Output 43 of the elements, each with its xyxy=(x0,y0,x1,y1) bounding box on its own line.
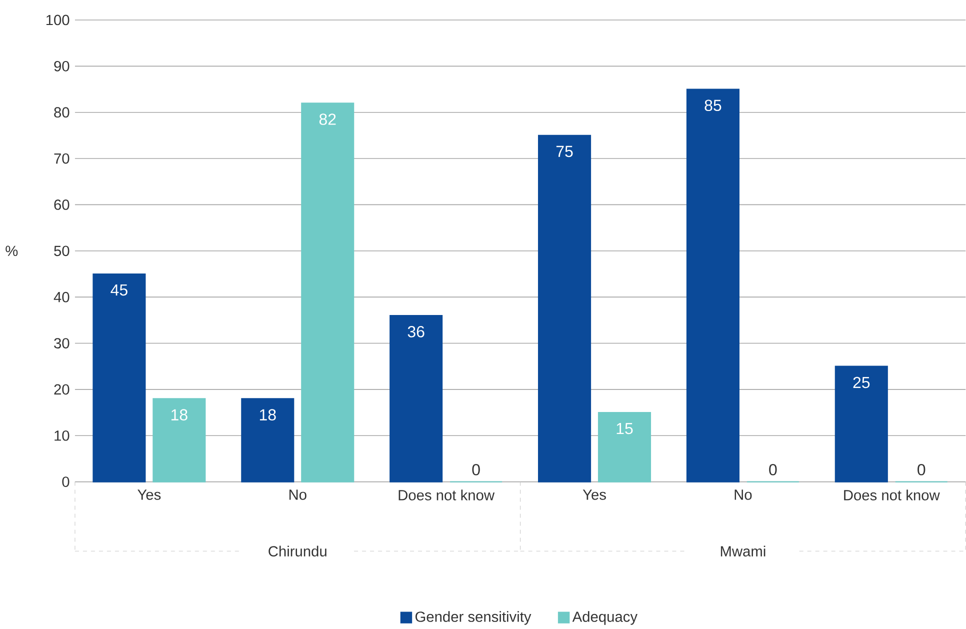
y-tick-label: 100 xyxy=(46,14,70,26)
legend-label: Gender sensitivity xyxy=(415,611,532,625)
bar xyxy=(686,88,740,482)
y-tick-label: 90 xyxy=(54,60,70,72)
data-label: 0 xyxy=(918,464,926,476)
data-label: 15 xyxy=(616,422,633,434)
bar xyxy=(538,134,592,482)
y-tick-label: 10 xyxy=(54,430,70,441)
y-axis-title: % xyxy=(6,246,18,256)
y-tick-label: 0 xyxy=(62,476,70,487)
x-tick-label: Does not know xyxy=(398,489,495,500)
y-tick-label: 60 xyxy=(54,199,70,210)
bar xyxy=(152,398,206,482)
data-label: 25 xyxy=(853,376,870,388)
data-label: 18 xyxy=(260,409,276,420)
data-label: 18 xyxy=(172,409,188,420)
x-tick-label: Yes xyxy=(582,489,606,500)
y-tick-label: 40 xyxy=(54,292,70,302)
y-tick-label: 70 xyxy=(54,153,70,164)
data-label: 85 xyxy=(704,100,722,111)
data-label: 0 xyxy=(769,464,777,476)
bar xyxy=(92,273,146,482)
data-label: 82 xyxy=(319,113,336,125)
y-tick-label: 30 xyxy=(54,338,70,348)
x-tick-label: Yes xyxy=(138,489,161,500)
y-tick-label: 20 xyxy=(54,384,70,394)
data-label: 36 xyxy=(408,326,424,338)
x-tick-label: Does not know xyxy=(844,489,940,500)
data-label: 45 xyxy=(110,284,128,296)
text: Chirundu xyxy=(268,546,326,556)
bar xyxy=(834,366,888,482)
bar xyxy=(301,102,354,482)
y-tick-label: 80 xyxy=(54,107,70,118)
bar xyxy=(241,398,294,482)
legend-label: Adequacy xyxy=(572,611,638,625)
x-tick-label: No xyxy=(734,489,752,500)
x-tick-label: No xyxy=(289,489,306,500)
data-label: 0 xyxy=(472,464,480,476)
data-label: 75 xyxy=(556,146,573,157)
bar xyxy=(390,314,443,482)
bar xyxy=(598,412,652,482)
text: Mwami xyxy=(720,546,766,556)
y-tick-label: 50 xyxy=(54,246,70,256)
